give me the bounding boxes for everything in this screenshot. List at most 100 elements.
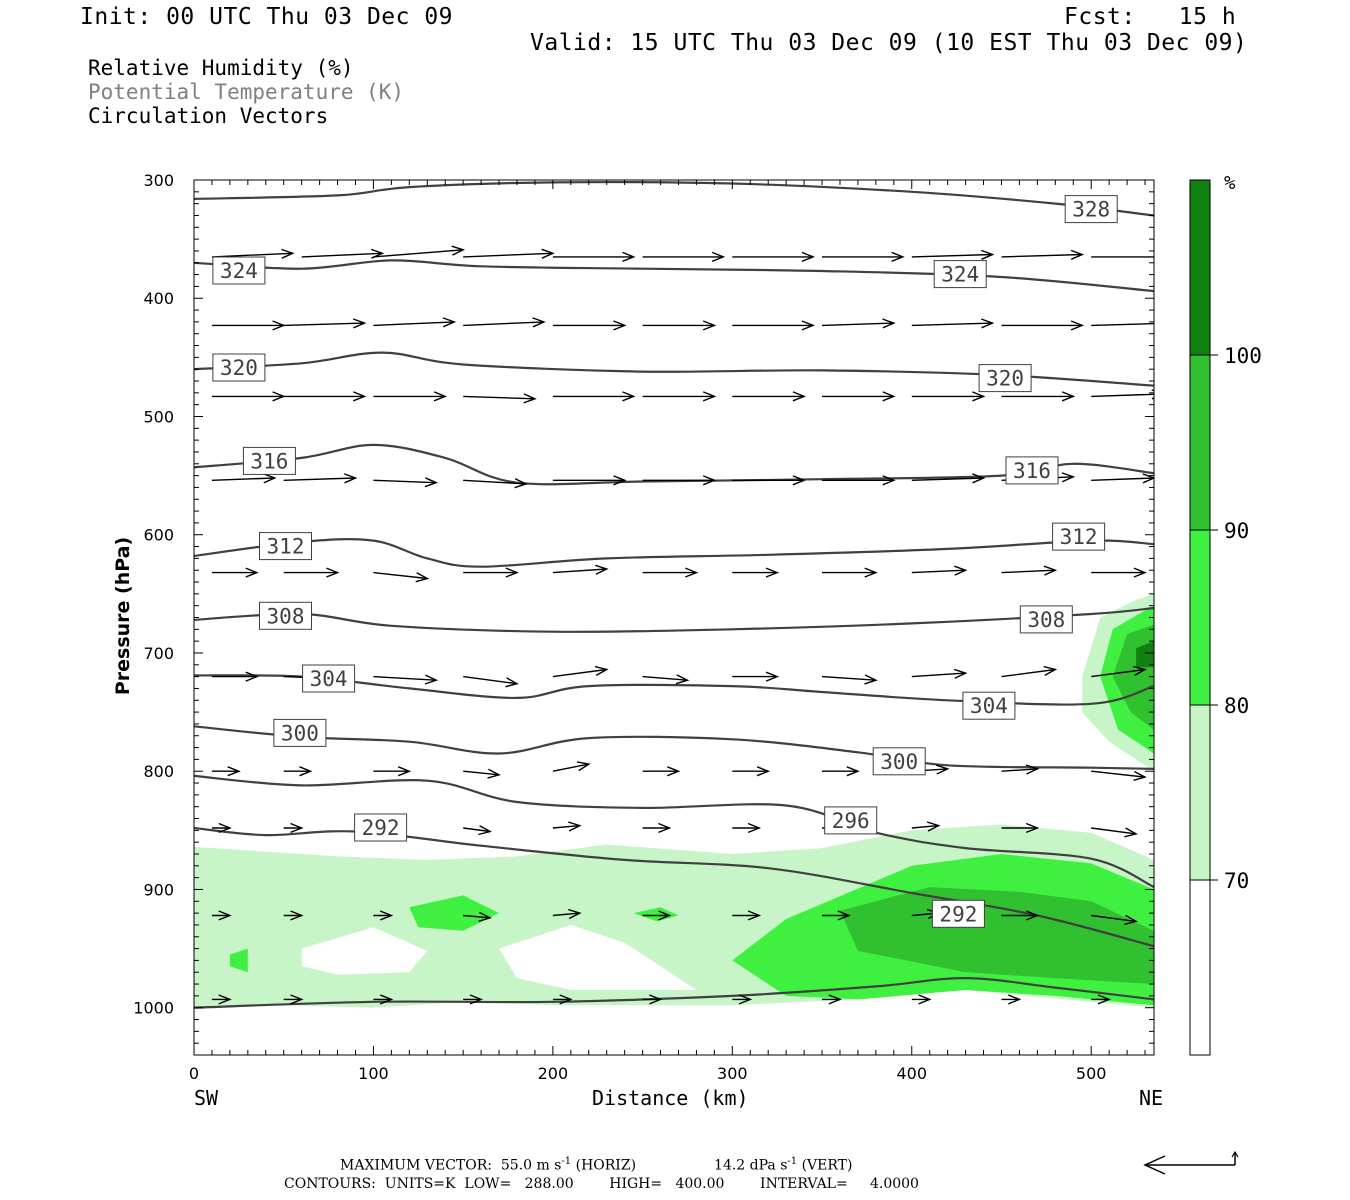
circulation-vector	[553, 392, 634, 401]
contour-label: 300	[873, 748, 925, 775]
x-tick-label: 0	[189, 1064, 199, 1083]
circulation-vector	[732, 321, 813, 330]
svg-text:312: 312	[1060, 525, 1098, 549]
circulation-vector	[822, 392, 894, 401]
circulation-vector	[1002, 995, 1020, 1004]
y-tick-label: 900	[143, 880, 174, 899]
circulation-vector	[822, 319, 894, 328]
colorbar-segment	[1190, 530, 1210, 705]
colorbar-label: 90	[1224, 519, 1249, 543]
svg-text:304: 304	[970, 694, 1008, 718]
circulation-vector	[284, 824, 302, 833]
svg-text:300: 300	[880, 750, 918, 774]
colorbar-segment	[1190, 355, 1210, 530]
circulation-vector	[822, 675, 876, 684]
circulation-vector	[212, 321, 284, 330]
circulation-vector	[643, 675, 688, 684]
circulation-vector	[373, 675, 436, 684]
circulation-vector	[643, 476, 715, 485]
contour-label: 316	[243, 447, 295, 474]
circulation-vector	[212, 672, 257, 681]
svg-text:300: 300	[281, 721, 319, 745]
x-tick-label: 300	[717, 1064, 748, 1083]
circulation-vector	[912, 250, 993, 259]
x-tick-label: 400	[896, 1064, 927, 1083]
circulation-vector	[553, 762, 589, 771]
contour-labels: 328 324 324 320 320 316 316 312 312 308 308 304 304 3…	[213, 196, 1117, 928]
circulation-vector	[553, 822, 580, 831]
y-axis-title: Pressure (hPa)	[112, 481, 134, 751]
circulation-vector	[732, 568, 777, 577]
svg-text:320: 320	[986, 367, 1024, 391]
circulation-vector	[212, 474, 275, 483]
reference-vector-icon	[1145, 1152, 1238, 1174]
svg-text:316: 316	[250, 449, 288, 473]
theta-contour-312-7	[194, 539, 1154, 567]
svg-text:324: 324	[220, 259, 258, 283]
contour-label: 292	[355, 814, 407, 841]
circulation-vector	[212, 392, 284, 401]
colorbar-label: 80	[1224, 694, 1249, 718]
theta-contour-324-1	[194, 260, 1154, 291]
circulation-vector	[373, 767, 409, 776]
contour-label: 324	[934, 261, 986, 288]
circulation-vector	[643, 568, 697, 577]
contour-label: 300	[274, 719, 326, 746]
circulation-vector	[912, 669, 966, 678]
circulation-vector	[732, 476, 804, 485]
circulation-vector	[284, 767, 311, 776]
circulation-vector	[912, 566, 966, 575]
theta-contour-328-0	[194, 182, 1154, 215]
colorbar: 708090100%	[1190, 172, 1262, 1055]
contour-label: 324	[213, 257, 265, 284]
circulation-vector	[1091, 771, 1145, 780]
circulation-vector	[822, 252, 903, 261]
circulation-vector	[463, 826, 490, 835]
circulation-vector	[1091, 474, 1154, 483]
circulation-vector	[732, 824, 759, 833]
circulation-vector	[463, 318, 544, 327]
circulation-vector	[302, 249, 383, 258]
circulation-vector	[912, 995, 930, 1004]
circulation-vector	[463, 394, 535, 403]
circulation-vector	[732, 767, 768, 776]
colorbar-label: 70	[1224, 869, 1249, 893]
colorbar-segment	[1190, 880, 1210, 1055]
svg-text:312: 312	[267, 535, 305, 559]
contour-label: 292	[932, 900, 984, 927]
y-tick-label: 400	[143, 289, 174, 308]
theta-contour-308-9	[194, 608, 1154, 632]
svg-text:308: 308	[267, 604, 305, 628]
circulation-vector	[553, 252, 634, 261]
contour-label: 312	[260, 533, 312, 560]
circulation-vector	[212, 568, 257, 577]
circulation-vector	[373, 392, 445, 401]
contour-label: 320	[213, 354, 265, 381]
contour-label: 312	[1053, 523, 1105, 550]
circulation-vector	[373, 573, 427, 582]
circulation-vector	[373, 246, 463, 257]
circulation-vector	[553, 667, 607, 677]
circulation-vector	[284, 568, 338, 577]
circulation-vector	[732, 252, 813, 261]
contour-label: 328	[1065, 196, 1117, 223]
circulation-vector	[1002, 667, 1056, 677]
y-tick-label: 500	[143, 407, 174, 426]
circulation-vector	[463, 568, 517, 577]
circulation-vector	[1091, 828, 1136, 837]
x-tick-label: 200	[538, 1064, 569, 1083]
y-tick-label: 300	[143, 171, 174, 190]
circulation-vector	[732, 392, 804, 401]
circulation-vector	[822, 767, 858, 776]
circulation-vector	[732, 672, 777, 681]
svg-text:296: 296	[832, 809, 870, 833]
circulation-vector	[1002, 392, 1074, 401]
x-tick-label: 100	[358, 1064, 389, 1083]
svg-text:316: 316	[1013, 459, 1051, 483]
svg-text:320: 320	[220, 356, 258, 380]
circulation-vector	[643, 252, 724, 261]
contour-label: 304	[963, 692, 1015, 719]
circulation-vector	[643, 767, 679, 776]
colorbar-label: 100	[1224, 344, 1262, 368]
endpoint-left: SW	[194, 1086, 218, 1110]
